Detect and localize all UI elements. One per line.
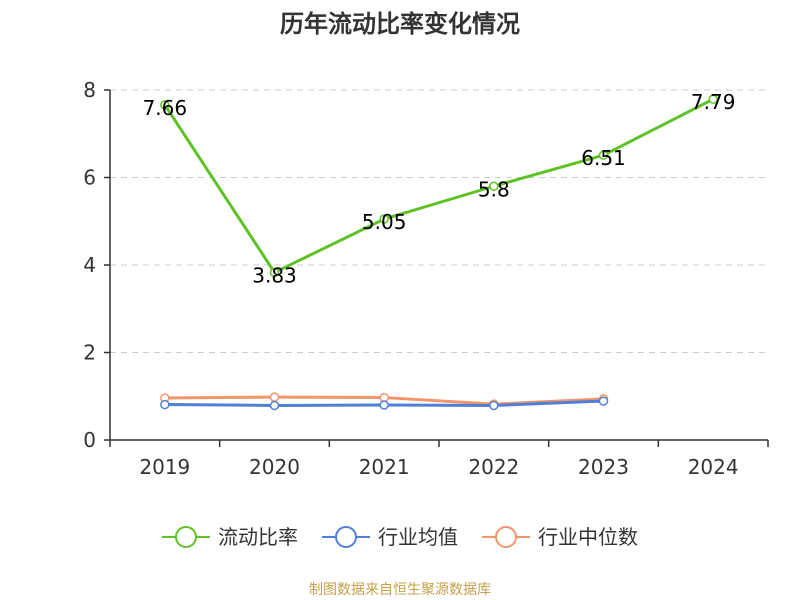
x-tick-label: 2022 [468,455,519,479]
legend-circle-icon [335,526,357,548]
data-labels: 7.66 3.83 5.05 5.8 6.51 7.79 [143,90,736,287]
x-tick-label: 2020 [249,455,300,479]
data-point[interactable] [708,94,718,104]
data-point[interactable] [269,400,280,411]
data-point[interactable] [489,181,499,191]
x-tick-label: 2019 [139,455,190,479]
series-1 [160,396,609,411]
x-tick-label: 2024 [688,455,739,479]
legend-item-0[interactable]: 流动比率 [162,525,298,549]
axes: 0 2 4 6 8 2019 2020 2021 2022 2023 2024 [83,78,769,479]
data-point[interactable] [269,392,280,402]
y-tick-label: 8 [83,78,96,102]
legend-circle-icon [495,526,517,548]
data-label: 6.51 [581,146,626,170]
data-label: 7.66 [143,96,188,120]
legend-label: 流动比率 [218,525,298,549]
data-label: 5.05 [362,210,407,234]
y-tick-label: 4 [83,253,96,277]
gridlines [110,89,768,353]
legend[interactable]: 流动比率 行业均值 行业中位数 [162,525,638,549]
data-label: 5.8 [478,177,510,201]
x-tick-label: 2023 [578,455,629,479]
legend-label: 行业中位数 [538,525,638,549]
legend-circle-icon [175,526,197,548]
legend-item-2[interactable]: 行业中位数 [482,525,638,549]
chart-title: 历年流动比率变化情况 [280,10,520,38]
data-label: 7.79 [691,90,736,114]
series-line [163,97,714,274]
legend-item-1[interactable]: 行业均值 [322,525,458,549]
data-point[interactable] [598,150,609,160]
data-point[interactable] [379,214,389,224]
series-0 [160,94,718,278]
data-point[interactable] [160,100,170,110]
data-label: 3.83 [252,263,297,287]
y-tick-label: 0 [83,428,96,452]
series-layer [160,94,718,411]
x-tick-label: 2021 [359,455,410,479]
data-point[interactable] [160,399,170,410]
legend-label: 行业均值 [378,525,458,549]
data-point[interactable] [379,400,389,410]
source-note: 制图数据来自恒生聚源数据库 [309,582,491,598]
data-point[interactable] [489,400,499,411]
y-tick-label: 6 [83,166,96,190]
y-tick-label: 2 [83,341,96,365]
data-point[interactable] [269,267,280,278]
data-point[interactable] [598,396,609,406]
